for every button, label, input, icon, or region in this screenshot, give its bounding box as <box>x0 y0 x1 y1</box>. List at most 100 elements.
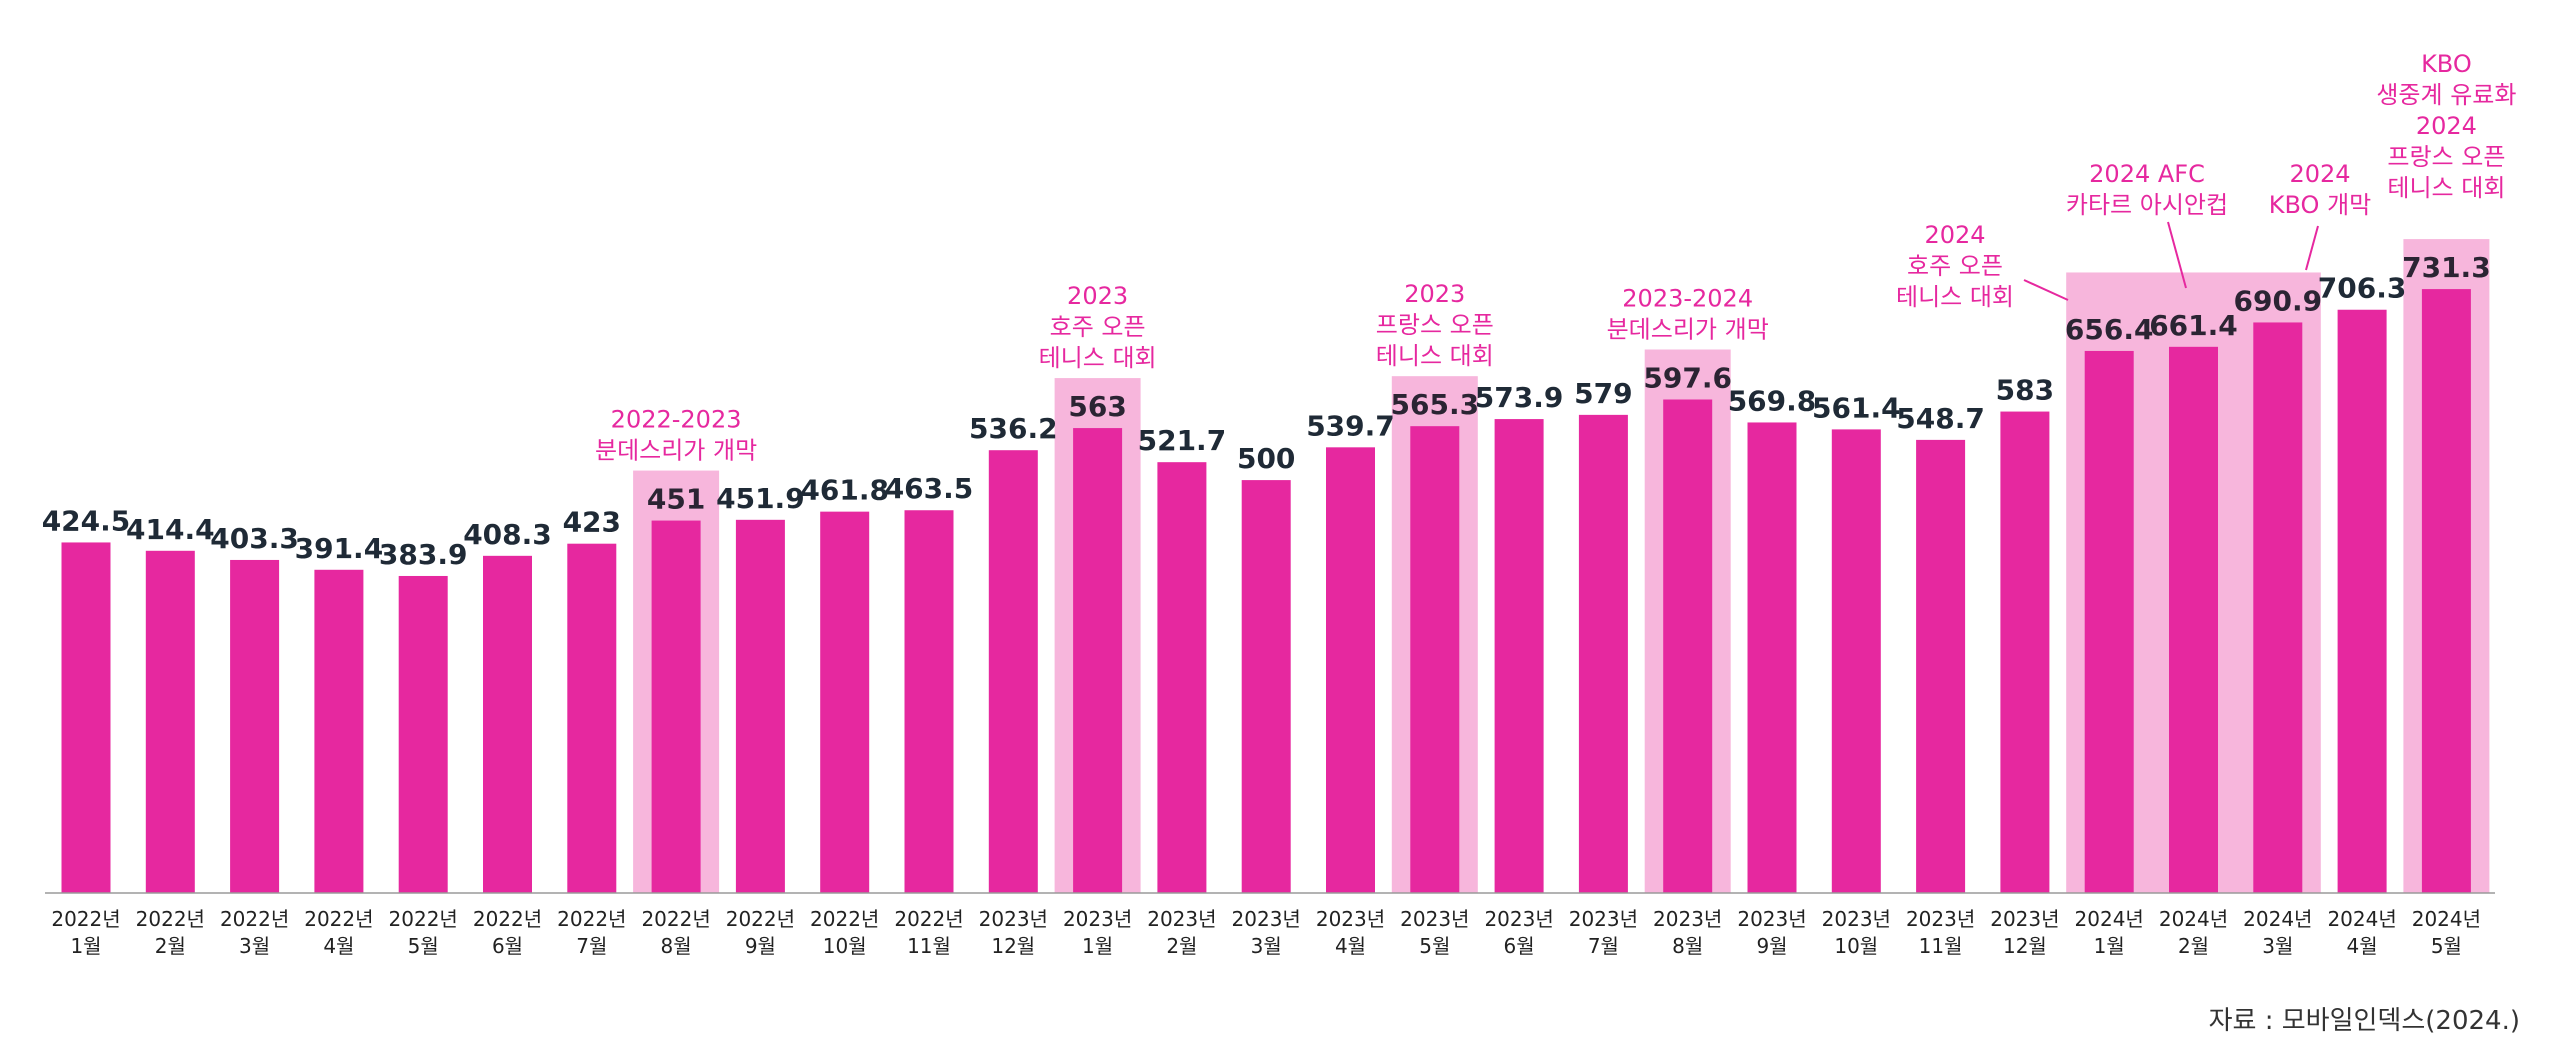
x-tick-label-8: 2022년 9월 <box>726 907 795 958</box>
bar-13 <box>1157 462 1207 893</box>
x-tick-label-16: 2023년 5월 <box>1400 907 1469 958</box>
value-label-27: 706.3 <box>2318 272 2407 305</box>
value-label-18: 579 <box>1574 377 1632 410</box>
annotation-7: KBO 생중계 유료화 2024 프랑스 오픈 테니스 대회 <box>2376 50 2516 202</box>
x-tick-label-9: 2022년 10월 <box>810 907 879 958</box>
value-label-21: 561.4 <box>1812 391 1901 424</box>
bar-22 <box>1916 439 1966 893</box>
annotation-5: 2024 AFC 카타르 아시안컵 <box>2066 160 2228 219</box>
annotation-leader-6 <box>2305 225 2319 271</box>
x-tick-label-25: 2024년 2월 <box>2159 907 2228 958</box>
bar-2 <box>230 559 280 893</box>
x-tick-label-13: 2023년 2월 <box>1147 907 1216 958</box>
bar-17 <box>1494 419 1544 893</box>
bar-26 <box>2253 322 2303 893</box>
value-label-6: 423 <box>563 506 621 539</box>
x-tick-label-19: 2023년 8월 <box>1653 907 1722 958</box>
annotation-2: 2023 프랑스 오픈 테니스 대회 <box>1376 280 1494 370</box>
annotation-leader-4 <box>2023 279 2069 301</box>
value-label-20: 569.8 <box>1728 384 1817 417</box>
bar-15 <box>1326 447 1375 893</box>
x-tick-label-18: 2023년 7월 <box>1569 907 1638 958</box>
bar-10 <box>904 510 954 893</box>
bar-11 <box>988 450 1038 893</box>
bar-14 <box>1241 480 1291 893</box>
bar-23 <box>2000 411 2050 893</box>
value-label-28: 731.3 <box>2402 251 2491 284</box>
x-tick-label-2: 2022년 3월 <box>220 907 289 958</box>
bar-3 <box>314 569 364 893</box>
annotation-4: 2024 호주 오픈 테니스 대회 <box>1896 221 2014 311</box>
value-label-14: 500 <box>1237 442 1295 475</box>
x-tick-label-0: 2022년 1월 <box>51 907 120 958</box>
value-label-13: 521.7 <box>1138 424 1227 457</box>
x-tick-label-4: 2022년 5월 <box>389 907 458 958</box>
source-note: 자료 : 모바일인덱스(2024.) <box>2208 1006 2520 1036</box>
x-tick-label-23: 2023년 12월 <box>1990 907 2059 958</box>
bar-21 <box>1831 429 1881 893</box>
bar-1 <box>145 550 195 893</box>
x-tick-label-27: 2024년 4월 <box>2327 907 2396 958</box>
bar-27 <box>2337 309 2387 894</box>
value-label-2: 403.3 <box>210 522 299 555</box>
bar-8 <box>735 519 785 893</box>
x-tick-label-6: 2022년 7월 <box>557 907 626 958</box>
x-tick-label-26: 2024년 3월 <box>2243 907 2312 958</box>
annotation-leader-5 <box>2167 221 2187 289</box>
bar-24 <box>2084 350 2134 893</box>
bar-5 <box>483 555 532 893</box>
x-tick-label-14: 2023년 3월 <box>1232 907 1301 958</box>
x-tick-label-28: 2024년 5월 <box>2412 907 2481 958</box>
bar-18 <box>1578 414 1628 893</box>
annotation-0: 2022-2023 분데스리가 개막 <box>595 406 757 465</box>
bar-19 <box>1663 399 1713 893</box>
value-label-1: 414.4 <box>126 513 215 546</box>
value-label-11: 536.2 <box>969 412 1058 445</box>
x-tick-label-20: 2023년 9월 <box>1737 907 1806 958</box>
x-tick-label-21: 2023년 10월 <box>1822 907 1891 958</box>
value-label-5: 408.3 <box>463 518 552 551</box>
value-label-25: 661.4 <box>2149 309 2238 342</box>
x-tick-label-7: 2022년 8월 <box>641 907 710 958</box>
value-label-12: 563 <box>1068 390 1126 423</box>
value-label-9: 461.8 <box>800 474 889 507</box>
annotation-3: 2023-2024 분데스리가 개막 <box>1607 285 1769 344</box>
bar-4 <box>398 575 448 893</box>
value-label-24: 656.4 <box>2065 313 2154 346</box>
value-label-23: 583 <box>1996 374 2054 407</box>
bar-6 <box>567 543 617 893</box>
annotation-1: 2023 호주 오픈 테니스 대회 <box>1039 282 1157 372</box>
value-label-16: 565.3 <box>1391 388 1480 421</box>
value-label-8: 451.9 <box>716 482 805 515</box>
x-tick-label-17: 2023년 6월 <box>1484 907 1553 958</box>
value-label-10: 463.5 <box>885 472 974 505</box>
x-tick-label-22: 2023년 11월 <box>1906 907 1975 958</box>
bar-0 <box>61 542 111 893</box>
x-tick-label-1: 2022년 2월 <box>136 907 205 958</box>
bar-16 <box>1410 426 1460 893</box>
x-tick-label-3: 2022년 4월 <box>304 907 373 958</box>
value-label-0: 424.5 <box>42 504 131 537</box>
bar-25 <box>2169 346 2218 893</box>
value-label-7: 451 <box>647 483 705 516</box>
value-label-19: 597.6 <box>1643 362 1732 395</box>
x-tick-label-11: 2023년 12월 <box>979 907 1048 958</box>
x-tick-label-5: 2022년 6월 <box>473 907 542 958</box>
x-tick-label-15: 2023년 4월 <box>1316 907 1385 958</box>
x-tick-label-24: 2024년 1월 <box>2075 907 2144 958</box>
x-tick-label-10: 2022년 11월 <box>894 907 963 958</box>
bar-28 <box>2421 289 2471 893</box>
bar-7 <box>651 520 701 893</box>
bar-12 <box>1073 428 1123 893</box>
annotation-6: 2024 KBO 개막 <box>2269 160 2371 219</box>
value-label-26: 690.9 <box>2234 284 2323 317</box>
value-label-17: 573.9 <box>1475 381 1564 414</box>
value-label-15: 539.7 <box>1306 409 1395 442</box>
bar-9 <box>820 511 870 893</box>
value-label-3: 391.4 <box>295 532 384 565</box>
bar-20 <box>1747 422 1797 893</box>
value-label-22: 548.7 <box>1896 402 1985 435</box>
value-label-4: 383.9 <box>379 538 468 571</box>
x-tick-label-12: 2023년 1월 <box>1063 907 1132 958</box>
